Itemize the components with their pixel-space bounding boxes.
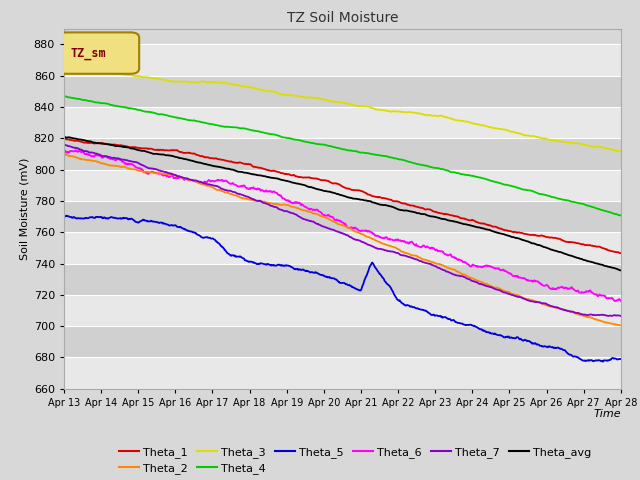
Text: Time: Time [593,408,621,419]
Bar [64,358,621,389]
Bar [64,232,621,264]
Bar [64,45,621,76]
Bar [64,295,621,326]
FancyBboxPatch shape [58,33,139,74]
Bar [64,169,621,201]
Bar [64,138,621,169]
Bar [64,76,621,107]
Bar [64,326,621,358]
Title: TZ Soil Moisture: TZ Soil Moisture [287,11,398,25]
Y-axis label: Soil Moisture (mV): Soil Moisture (mV) [20,157,29,260]
Bar [64,201,621,232]
Bar [64,264,621,295]
Text: TZ_sm: TZ_sm [70,47,106,60]
Bar [64,107,621,138]
Legend: Theta_1, Theta_2, Theta_3, Theta_4, Theta_5, Theta_6, Theta_7, Theta_avg: Theta_1, Theta_2, Theta_3, Theta_4, Thet… [114,443,596,479]
